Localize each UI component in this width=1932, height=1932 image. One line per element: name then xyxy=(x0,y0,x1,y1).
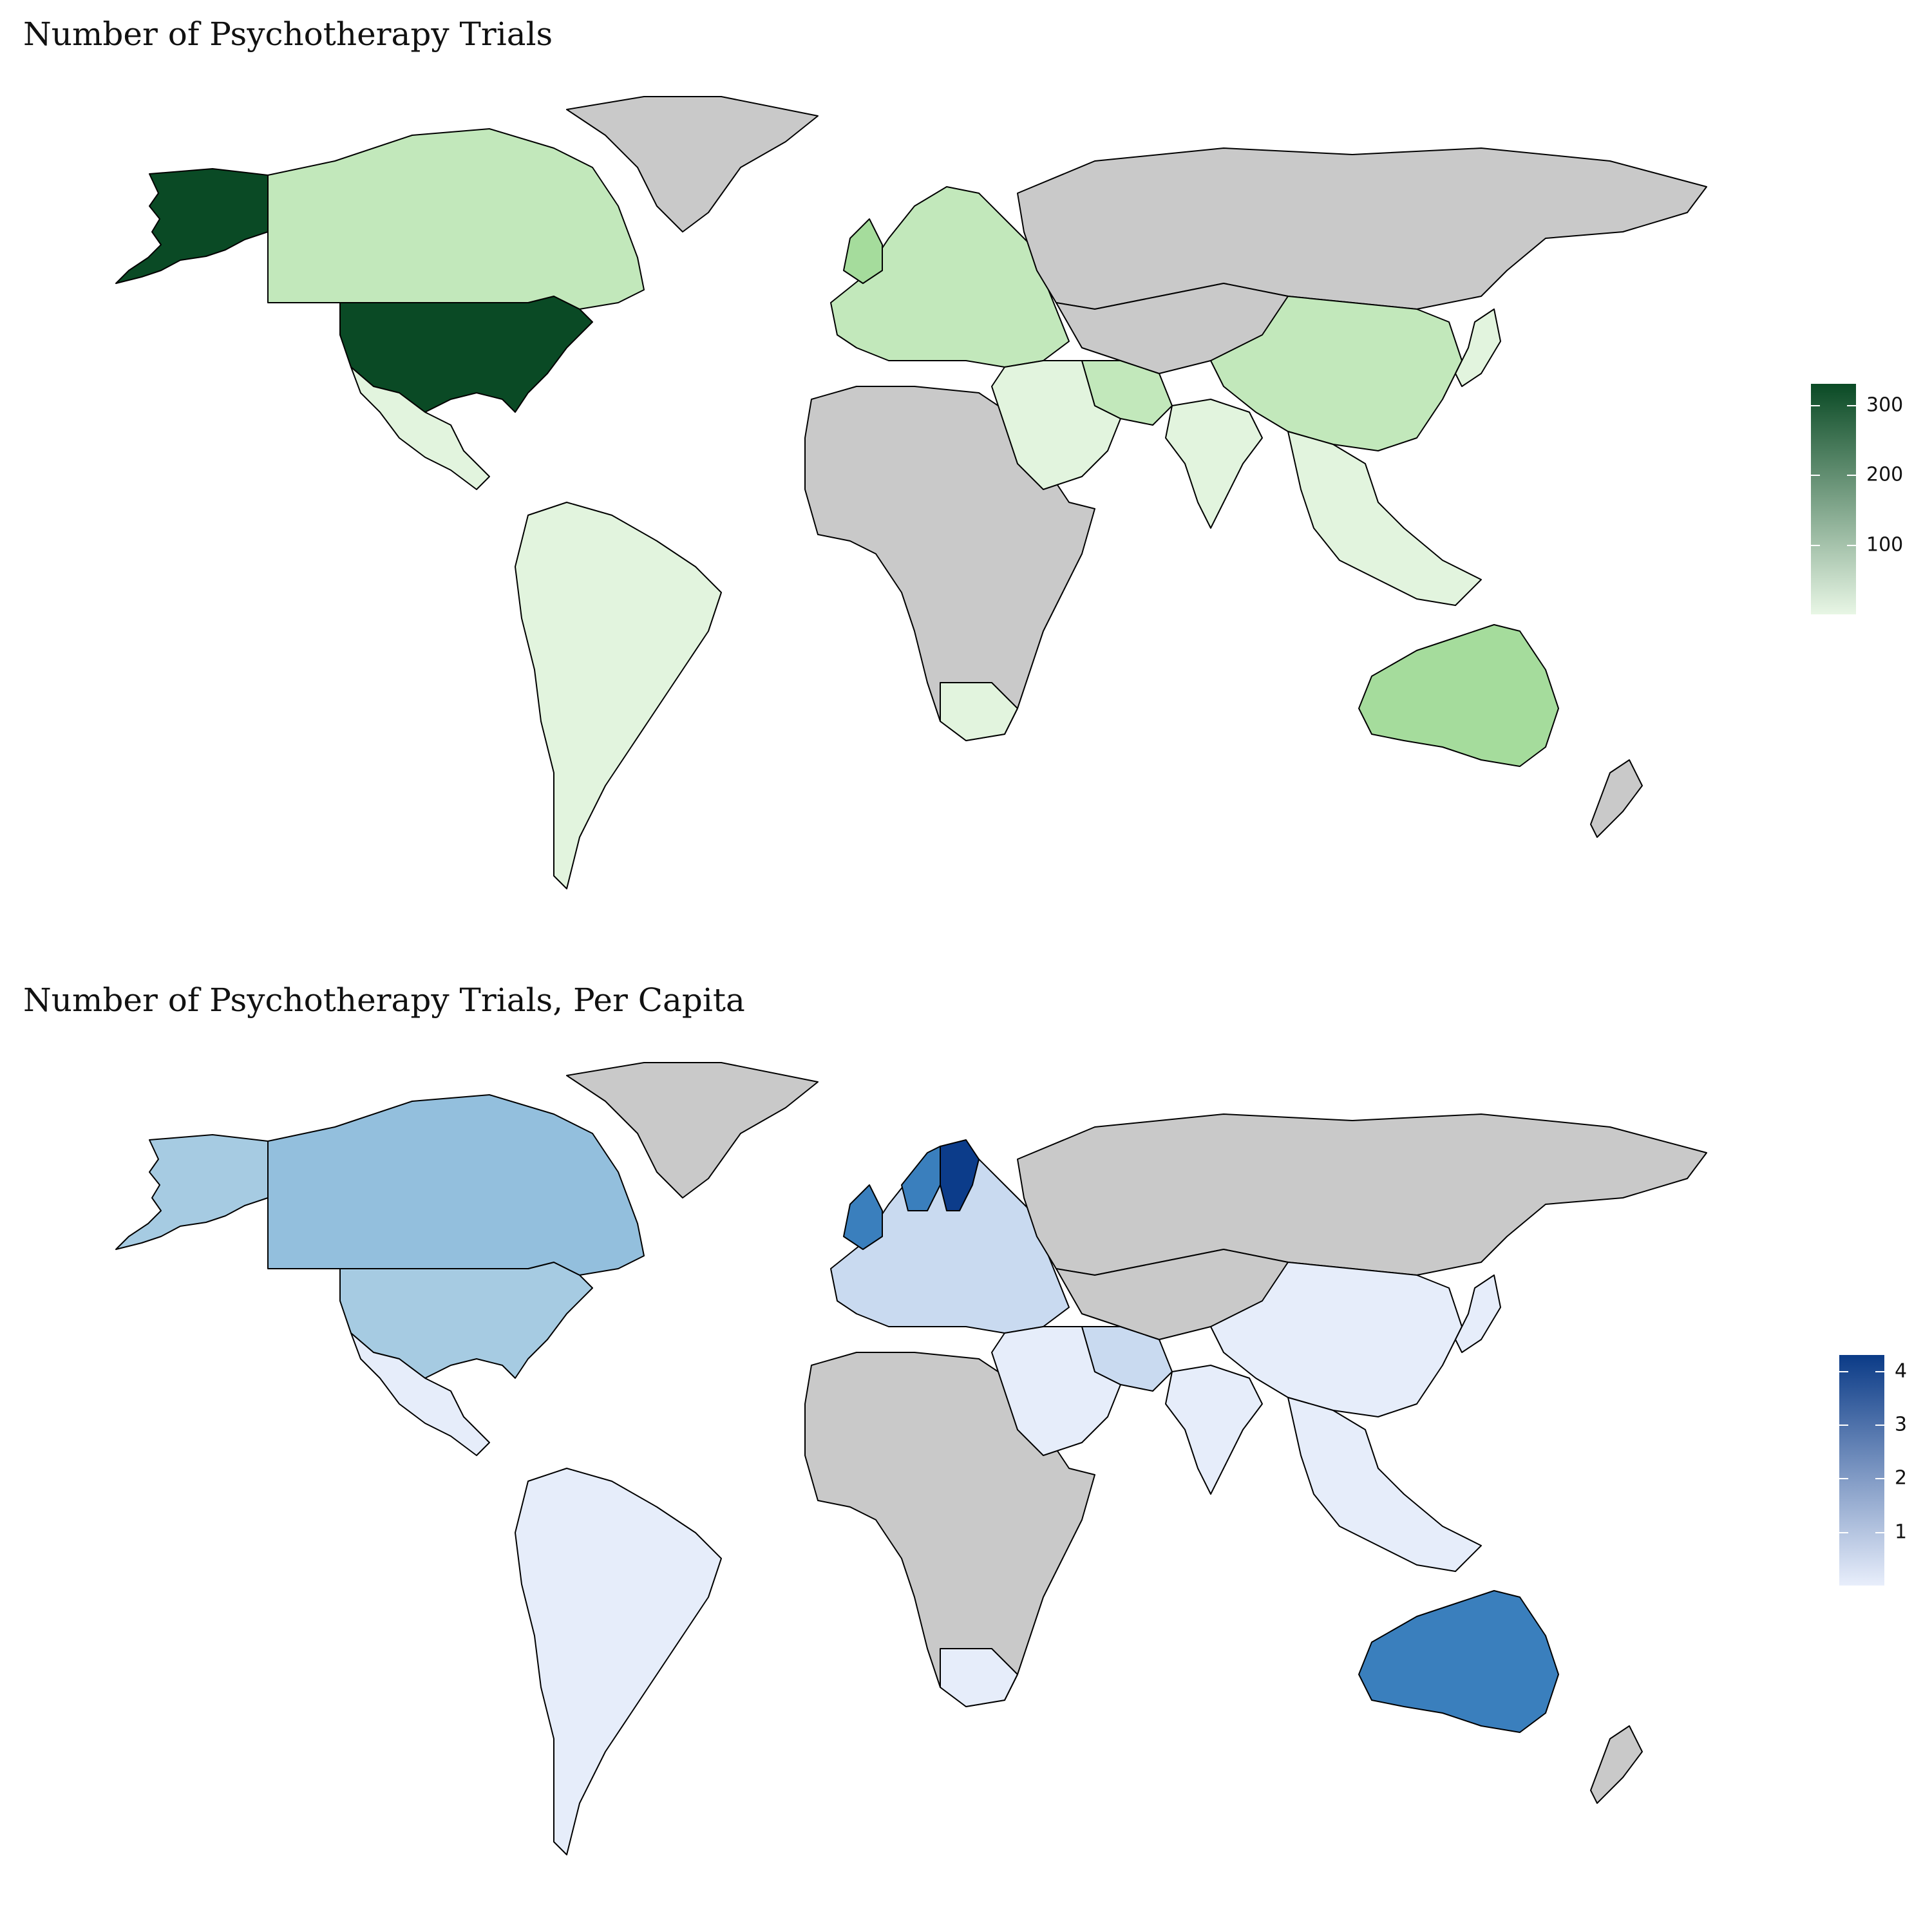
region-greenland xyxy=(566,96,819,232)
legend-tick-mark xyxy=(1811,404,1820,406)
region-mexico xyxy=(350,1332,490,1456)
region-central-asia xyxy=(1056,1249,1289,1340)
region-south-africa xyxy=(940,1648,1018,1707)
legend-tick-mark xyxy=(1875,1478,1884,1480)
region-canada xyxy=(267,1094,645,1276)
region-united-kingdom xyxy=(843,218,883,284)
region-scandinavia xyxy=(940,1139,980,1211)
legend-gradient-bar xyxy=(1811,384,1856,614)
region-australia xyxy=(1358,624,1559,767)
legend-tick-mark xyxy=(1839,1370,1848,1372)
legend-tick-mark xyxy=(1839,1478,1848,1480)
region-norway xyxy=(901,1146,941,1211)
region-china xyxy=(1210,296,1463,451)
region-india xyxy=(1165,399,1263,529)
world-map xyxy=(115,1062,1707,1855)
region-south-america xyxy=(515,502,722,889)
region-russia xyxy=(1017,1113,1707,1276)
map-title: Number of Psychotherapy Trials xyxy=(23,15,553,53)
legend-tick-mark xyxy=(1847,475,1856,477)
region-new-zealand xyxy=(1590,1725,1643,1804)
legend-tick-label: 200 xyxy=(1866,463,1904,486)
legend-tick-mark xyxy=(1875,1425,1884,1426)
legend-tick-mark xyxy=(1811,544,1820,546)
legend-tick-mark xyxy=(1875,1370,1884,1372)
region-japan xyxy=(1455,1274,1501,1353)
legend-tick-label: 1 xyxy=(1895,1520,1908,1544)
map-title: Number of Psychotherapy Trials, Per Capi… xyxy=(23,981,745,1019)
legend-tick-mark xyxy=(1811,475,1820,477)
map-panel-trials: Number of Psychotherapy Trials 100 200 3… xyxy=(23,15,1904,889)
legend-tick-label: 3 xyxy=(1895,1413,1908,1436)
world-map xyxy=(115,96,1707,889)
region-southeast-asia xyxy=(1287,431,1482,606)
region-china xyxy=(1210,1262,1463,1417)
region-russia xyxy=(1017,147,1707,310)
legend-tick-mark xyxy=(1847,544,1856,546)
legend-tick-mark xyxy=(1875,1531,1884,1533)
region-south-africa xyxy=(940,682,1018,741)
region-mexico xyxy=(350,366,490,490)
region-united-kingdom xyxy=(843,1184,883,1250)
legend-gradient-bar xyxy=(1839,1355,1884,1586)
legend-tick-label: 100 xyxy=(1866,533,1904,556)
legend-tick-mark xyxy=(1839,1531,1848,1533)
region-south-america xyxy=(515,1468,722,1855)
region-japan xyxy=(1455,308,1501,387)
region-new-zealand xyxy=(1590,759,1643,838)
map-panel-per-capita: Number of Psychotherapy Trials, Per Capi… xyxy=(0,966,1932,1932)
legend-tick-label: 2 xyxy=(1895,1466,1908,1490)
region-southeast-asia xyxy=(1287,1397,1482,1572)
legend-tick-mark xyxy=(1839,1425,1848,1426)
region-central-asia xyxy=(1056,283,1289,374)
region-india xyxy=(1165,1365,1263,1495)
region-alaska xyxy=(115,1134,269,1250)
region-greenland xyxy=(566,1062,819,1198)
region-australia xyxy=(1358,1590,1559,1733)
legend-tick-label: 300 xyxy=(1866,393,1904,417)
region-alaska xyxy=(115,168,269,284)
region-middle-east xyxy=(991,1326,1121,1456)
legend-tick-mark xyxy=(1847,404,1856,406)
legend-tick-label: 4 xyxy=(1895,1359,1908,1383)
region-canada xyxy=(267,128,645,310)
region-middle-east xyxy=(991,360,1121,490)
region-europe xyxy=(830,186,1070,368)
